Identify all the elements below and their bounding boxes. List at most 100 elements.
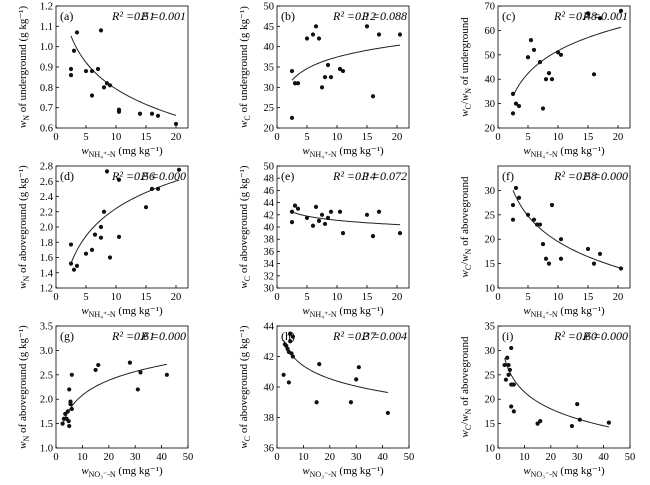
data-point [288,339,293,344]
data-point [104,81,110,86]
x-axis-label: wNH₄⁺-N (mg kg⁻¹) [523,145,605,159]
data-point [503,377,509,382]
data-point [513,101,519,106]
y-axis-label: wC of underground (g kg⁻¹) [238,6,252,128]
x-tick-label: 5 [525,292,530,303]
y-tick-label: 2.8 [40,162,53,173]
y-tick-label: 3.5 [40,322,53,333]
data-point [569,423,575,429]
y-tick-label: 42 [264,210,275,221]
data-point [535,421,540,426]
data-point [502,362,507,368]
data-point [292,203,298,208]
data-point [101,85,107,90]
data-point [68,261,74,266]
data-point [176,167,182,172]
data-point [537,60,543,65]
data-point [558,256,564,261]
plot-frame [55,5,189,129]
x-tick-label: 20 [546,452,557,463]
data-point [364,24,370,29]
y-axis-label: wC/wN of aboveground [459,336,473,437]
data-point [597,16,603,21]
data-point [313,24,319,29]
data-point [289,68,295,74]
y-tick-label: 30 [485,346,496,357]
y-tick-label: 25 [485,370,496,381]
data-point [98,235,104,240]
r-squared-label: R² =0.60 [553,329,597,343]
data-point [356,365,361,370]
x-tick-label: 50 [183,452,194,463]
data-point [370,234,376,239]
data-point [289,209,295,214]
data-point [310,223,316,228]
plot-frame [497,165,631,289]
y-tick-label: 1.4 [40,268,54,279]
data-point [597,251,603,256]
data-point [304,215,310,220]
data-point [104,169,110,174]
data-point [325,215,331,220]
x-tick-label: 30 [130,452,141,463]
x-axis-label: wNO₃⁻-N (mg kg⁻¹) [81,465,163,479]
y-tick-label: 2.5 [40,370,53,381]
y-tick-label: 10 [485,284,496,295]
y-tick-label: 0.7 [40,103,53,114]
fit-curve [512,190,622,269]
data-point [585,11,591,16]
data-point [337,66,343,72]
data-point [507,367,512,373]
y-tick-label: 1.0 [40,444,53,455]
data-point [618,8,624,13]
data-point [337,209,343,214]
fit-curve [62,363,167,426]
y-tick-label: 1.2 [40,284,53,295]
data-point [328,209,334,214]
data-point [319,85,325,90]
data-point [69,406,74,412]
panel-label: (i) [502,329,513,343]
x-tick-label: 20 [392,292,403,303]
p-value-label: P =0.000 [582,169,628,183]
data-point [96,362,101,368]
plot-frame [276,165,410,289]
x-tick-label: 10 [553,292,564,303]
y-tick-label: 36 [264,247,275,258]
data-point [348,400,354,405]
x-axis-label: wNH₄⁺-N (mg kg⁻¹) [81,305,163,319]
y-tick-label: 25 [485,210,496,221]
panel-b: 0 5 10 15 20 20 25 30 35 40 45 50 (b) R² =0.12P =0.08… [238,2,410,159]
y-tick-label: 40 [264,383,275,394]
data-point [506,372,511,377]
data-point [107,83,113,88]
data-point [316,218,322,223]
data-point [314,400,319,405]
y-tick-label: 44 [264,322,275,333]
data-point [397,231,403,236]
y-tick-label: 30 [485,99,496,110]
x-tick-label: 15 [583,132,594,143]
panel-c: 0 5 10 15 20 20 30 40 50 60 70 (c) R² =0.48P =0.001 w… [459,2,631,159]
x-tick-label: 40 [598,452,609,463]
panel-label: (a) [60,9,73,23]
y-tick-label: 45 [264,22,275,33]
y-tick-label: 35 [264,63,275,74]
x-tick-label: 0 [495,452,500,463]
data-point [69,372,74,377]
data-point [92,232,98,237]
panel-label: (c) [502,9,515,23]
data-point [549,77,555,82]
y-tick-label: 20 [485,395,496,406]
plot-frame [497,5,631,129]
data-point [511,382,516,387]
y-tick-label: 42 [264,352,275,363]
data-point [591,72,597,77]
x-tick-label: 0 [53,132,58,143]
y-tick-label: 15 [485,419,496,430]
x-tick-label: 15 [362,132,373,143]
x-tick-label: 40 [377,452,388,463]
x-tick-label: 10 [332,132,343,143]
y-tick-label: 0.6 [40,124,53,135]
